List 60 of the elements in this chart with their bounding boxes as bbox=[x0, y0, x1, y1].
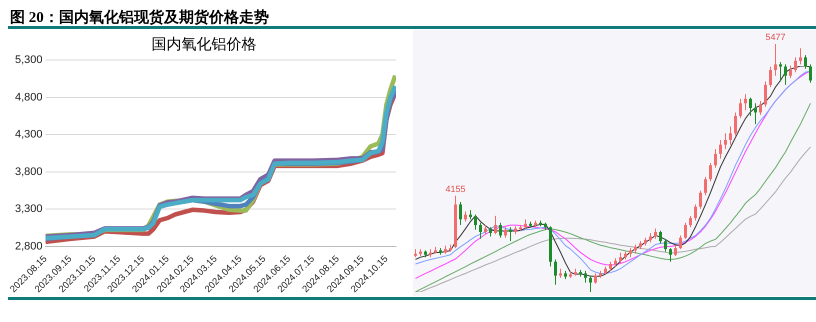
candlestick bbox=[664, 238, 667, 252]
candlestick bbox=[684, 222, 687, 240]
candlestick bbox=[709, 162, 712, 182]
candlestick bbox=[699, 190, 702, 210]
chart-title: 图 20：国内氧化铝现货及期货价格走势 bbox=[10, 8, 269, 27]
candlestick bbox=[674, 245, 677, 257]
candlestick bbox=[774, 44, 777, 76]
candlestick bbox=[499, 222, 502, 238]
candlestick bbox=[669, 248, 672, 262]
candlestick bbox=[784, 64, 787, 86]
candlestick bbox=[764, 80, 767, 108]
candlestick bbox=[749, 97, 752, 116]
y-tick-label: 2,800 bbox=[14, 240, 43, 252]
candlestick bbox=[524, 218, 527, 230]
candlestick bbox=[689, 215, 692, 228]
candlestick bbox=[719, 139, 722, 160]
candlestick bbox=[654, 228, 657, 240]
candlestick bbox=[494, 215, 497, 235]
y-tick-label: 4,800 bbox=[14, 91, 43, 104]
candlestick bbox=[794, 56, 797, 73]
candlestick bbox=[769, 66, 772, 88]
chart-subtitle: 国内氧化铝价格 bbox=[152, 36, 256, 54]
candlestick bbox=[489, 226, 492, 237]
candlestick bbox=[479, 222, 482, 240]
candlestick bbox=[619, 252, 622, 264]
candlestick bbox=[714, 148, 717, 168]
y-tick-label: 3,800 bbox=[14, 166, 43, 178]
y-tick-label: 4,300 bbox=[14, 128, 43, 141]
candlestick bbox=[484, 224, 487, 235]
candlestick bbox=[594, 272, 597, 284]
candlestick bbox=[759, 100, 762, 116]
y-tick-label: 5,300 bbox=[14, 54, 43, 66]
candlestick bbox=[504, 226, 507, 238]
candlestick bbox=[584, 270, 587, 284]
candlestick bbox=[459, 201, 462, 226]
candlestick bbox=[734, 112, 737, 136]
candlestick bbox=[659, 230, 662, 244]
candlestick bbox=[679, 234, 682, 250]
candlestick bbox=[739, 98, 742, 119]
candlestick bbox=[724, 132, 727, 150]
candlestick bbox=[474, 214, 477, 230]
candlestick bbox=[469, 210, 472, 220]
candlestick bbox=[704, 176, 707, 196]
candlestick bbox=[729, 126, 732, 146]
candlestick bbox=[609, 261, 612, 272]
candlestick bbox=[589, 275, 592, 292]
candlestick bbox=[754, 102, 757, 125]
annotation: 5477 bbox=[765, 32, 786, 42]
candlestick bbox=[464, 210, 467, 222]
candlestick bbox=[809, 64, 812, 84]
candlestick bbox=[694, 204, 697, 222]
y-tick-label: 3,300 bbox=[14, 203, 43, 216]
candlestick bbox=[804, 54, 807, 70]
candlestick bbox=[649, 232, 652, 243]
candlestick bbox=[799, 48, 802, 65]
candlestick bbox=[789, 65, 792, 78]
annotation: 4155 bbox=[445, 184, 466, 194]
candlestick bbox=[554, 259, 557, 286]
candlestick bbox=[629, 248, 632, 258]
candlestick bbox=[744, 94, 747, 111]
